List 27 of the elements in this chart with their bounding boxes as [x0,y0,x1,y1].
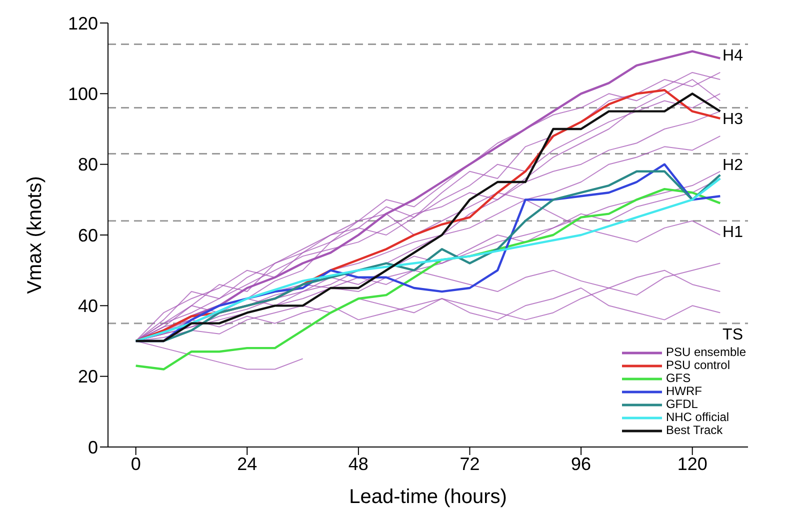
ref-line-label: H4 [722,48,744,65]
legend-label: HWRF [666,384,702,398]
legend-label: PSU control [666,358,730,372]
y-axis-title: Vmax (knots) [24,176,46,294]
ref-line-label: TS [722,326,743,344]
x-tick-label: 96 [571,454,592,474]
y-tick-label: 100 [68,84,98,104]
legend-label: GFDL [666,397,698,411]
x-tick-label: 72 [460,454,480,474]
legend-label: GFS [666,371,691,385]
y-tick-label: 60 [78,225,98,246]
x-tick-label: 0 [130,454,141,474]
ref-line-label: H1 [722,224,744,242]
ref-line-label: H2 [722,157,744,174]
legend-label: PSU ensemble [666,345,746,359]
x-tick-label: 24 [237,454,258,474]
legend-label: Best Track [666,423,723,437]
legend-label: NHC official [666,410,730,424]
y-tick-label: 80 [78,154,98,175]
x-tick-label: 120 [677,454,708,474]
y-tick-label: 0 [88,437,98,458]
y-tick-label: 40 [78,296,98,316]
x-tick-label: 48 [348,454,368,474]
y-tick-label: 120 [68,13,98,34]
y-tick-label: 20 [78,366,98,387]
ref-line-label: H3 [722,111,744,128]
x-axis-title: Lead-time (hours) [349,486,507,508]
